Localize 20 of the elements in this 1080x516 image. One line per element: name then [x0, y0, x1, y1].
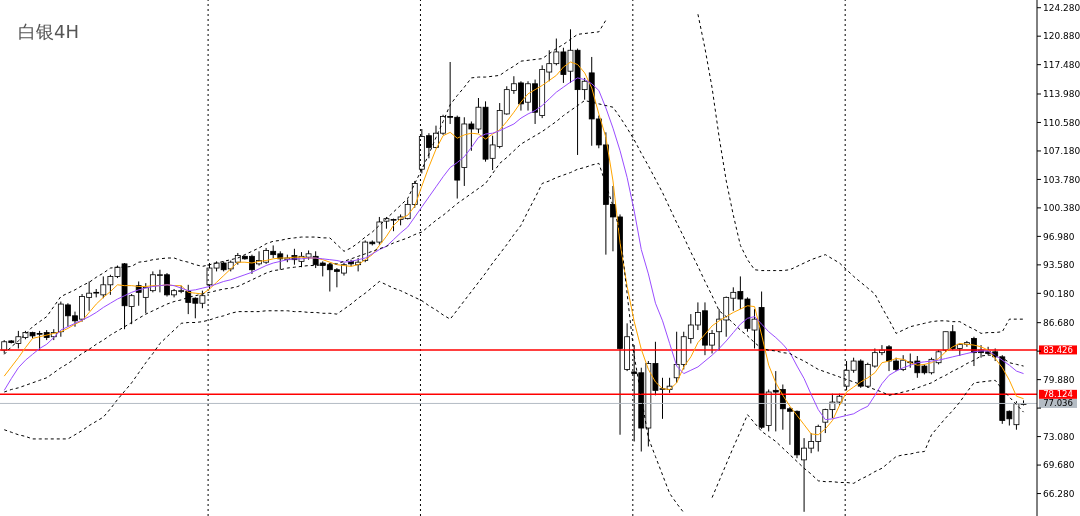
ref-line-label: 78.124: [1043, 389, 1073, 400]
y-tick-label: 69.680: [1043, 460, 1075, 471]
y-tick-label: 93.580: [1043, 260, 1075, 271]
y-tick-label: 73.080: [1043, 431, 1075, 442]
y-tick-label: 86.680: [1043, 317, 1075, 328]
ref-line-label: 83.426: [1043, 344, 1073, 355]
y-tick-label: 90.180: [1043, 288, 1075, 299]
ref-line-label: 77.036: [1043, 398, 1073, 409]
y-tick-label: 79.880: [1043, 374, 1075, 385]
y-tick-label: 117.480: [1043, 59, 1080, 70]
y-tick-label: 107.180: [1043, 146, 1080, 157]
y-tick-label: 124.280: [1043, 2, 1080, 13]
y-tick-label: 120.880: [1043, 31, 1080, 42]
y-tick-label: 113.980: [1043, 89, 1080, 100]
text: 白银4H: [18, 20, 79, 44]
y-tick-label: 103.780: [1043, 174, 1080, 185]
y-tick-label: 100.380: [1043, 203, 1080, 214]
y-tick-label: 96.980: [1043, 231, 1075, 242]
y-tick-label: 66.280: [1043, 488, 1075, 499]
y-tick-label: 110.580: [1043, 117, 1080, 128]
